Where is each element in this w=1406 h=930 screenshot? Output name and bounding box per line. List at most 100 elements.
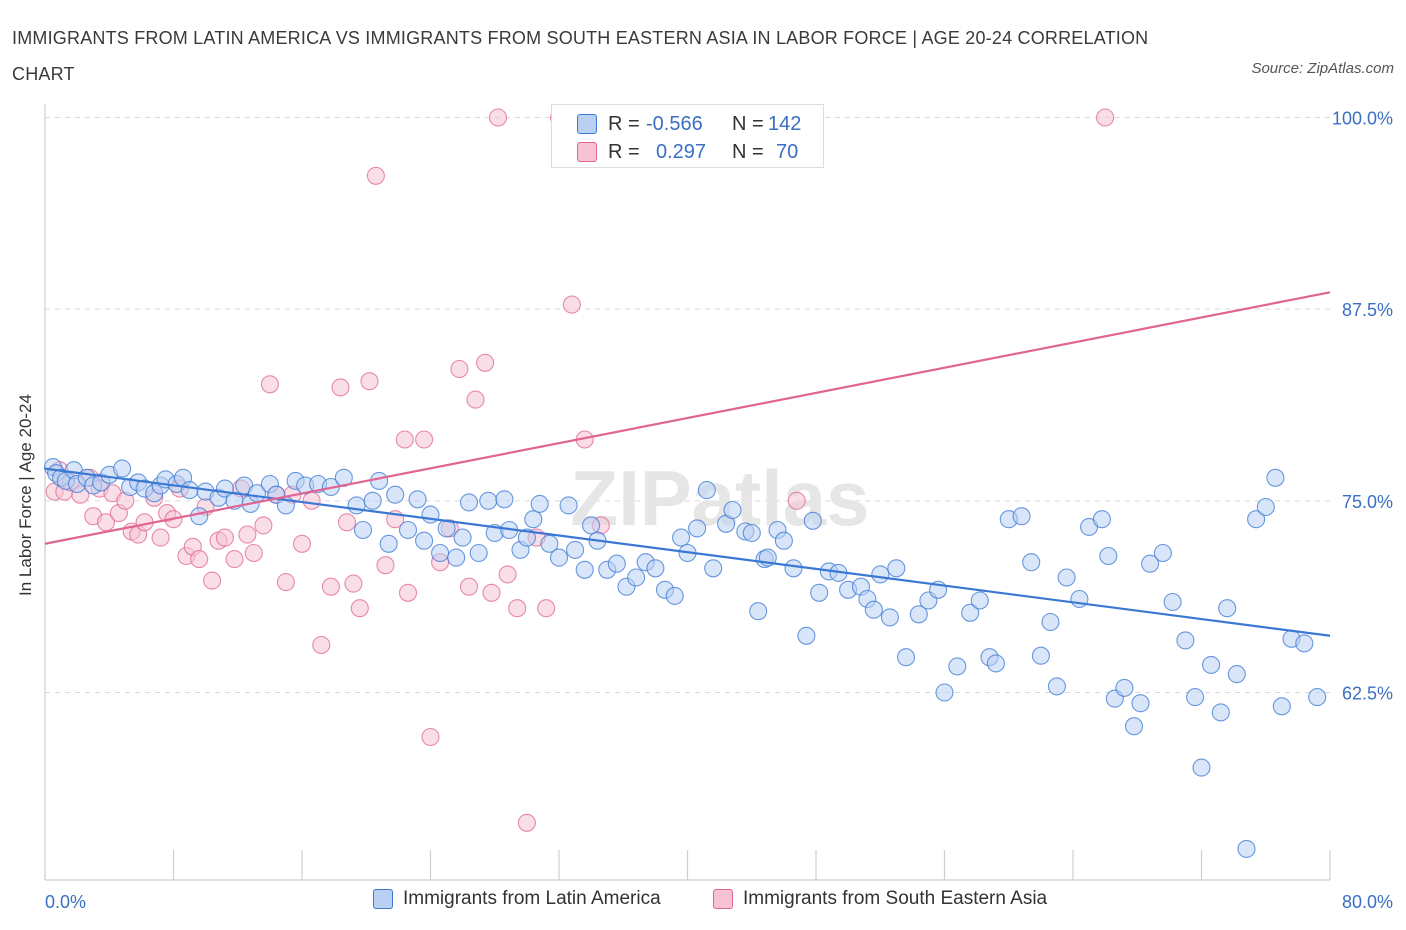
- point-south-eastern-asia[interactable]: [787, 491, 806, 510]
- point-south-eastern-asia[interactable]: [203, 571, 222, 590]
- point-latin-america[interactable]: [1256, 497, 1275, 517]
- point-latin-america[interactable]: [986, 654, 1005, 673]
- point-latin-america[interactable]: [453, 528, 472, 547]
- point-latin-america[interactable]: [627, 568, 646, 587]
- point-latin-america[interactable]: [1186, 688, 1205, 707]
- point-latin-america[interactable]: [1041, 612, 1060, 632]
- point-south-eastern-asia[interactable]: [366, 166, 385, 185]
- point-latin-america[interactable]: [1218, 599, 1237, 618]
- point-latin-america[interactable]: [495, 490, 514, 509]
- point-south-eastern-asia[interactable]: [225, 550, 244, 569]
- point-latin-america[interactable]: [688, 519, 707, 538]
- point-latin-america[interactable]: [1247, 510, 1266, 529]
- point-south-eastern-asia[interactable]: [321, 577, 340, 596]
- point-latin-america[interactable]: [697, 481, 716, 500]
- point-latin-america[interactable]: [1227, 665, 1246, 684]
- point-latin-america[interactable]: [749, 602, 768, 621]
- point-latin-america[interactable]: [864, 600, 883, 619]
- point-latin-america[interactable]: [1099, 546, 1118, 566]
- point-south-eastern-asia[interactable]: [276, 573, 295, 592]
- point-latin-america[interactable]: [1211, 703, 1230, 722]
- point-latin-america[interactable]: [1115, 678, 1134, 697]
- point-latin-america[interactable]: [1012, 507, 1031, 526]
- point-south-eastern-asia[interactable]: [238, 525, 257, 544]
- point-south-eastern-asia[interactable]: [398, 583, 418, 602]
- point-latin-america[interactable]: [469, 543, 488, 563]
- point-latin-america[interactable]: [1092, 510, 1111, 529]
- point-latin-america[interactable]: [784, 559, 803, 578]
- point-latin-america[interactable]: [190, 507, 209, 526]
- point-south-eastern-asia[interactable]: [302, 491, 321, 510]
- point-south-eastern-asia[interactable]: [337, 513, 357, 532]
- point-south-eastern-asia[interactable]: [254, 516, 273, 535]
- point-latin-america[interactable]: [1047, 677, 1066, 696]
- point-south-eastern-asia[interactable]: [151, 528, 170, 547]
- point-latin-america[interactable]: [909, 605, 928, 624]
- point-south-eastern-asia[interactable]: [517, 813, 536, 832]
- point-south-eastern-asia[interactable]: [482, 583, 501, 602]
- point-latin-america[interactable]: [353, 520, 373, 540]
- point-latin-america[interactable]: [582, 516, 601, 535]
- point-latin-america[interactable]: [704, 559, 723, 578]
- point-latin-america[interactable]: [113, 459, 132, 478]
- point-latin-america[interactable]: [524, 510, 543, 529]
- point-latin-america[interactable]: [459, 493, 479, 512]
- point-latin-america[interactable]: [559, 496, 578, 515]
- point-south-eastern-asia[interactable]: [312, 635, 331, 655]
- point-latin-america[interactable]: [1124, 717, 1144, 736]
- point-south-eastern-asia[interactable]: [459, 577, 479, 596]
- point-latin-america[interactable]: [549, 548, 569, 567]
- point-latin-america[interactable]: [1141, 554, 1160, 573]
- point-latin-america[interactable]: [398, 520, 418, 540]
- point-latin-america[interactable]: [530, 494, 549, 513]
- point-latin-america[interactable]: [803, 511, 822, 530]
- point-latin-america[interactable]: [646, 559, 665, 578]
- point-latin-america[interactable]: [774, 531, 793, 550]
- point-south-eastern-asia[interactable]: [488, 108, 508, 127]
- point-latin-america[interactable]: [386, 485, 405, 504]
- point-south-eastern-asia[interactable]: [450, 359, 469, 379]
- point-south-eastern-asia[interactable]: [292, 534, 312, 553]
- point-latin-america[interactable]: [363, 491, 382, 510]
- point-south-eastern-asia[interactable]: [508, 599, 527, 618]
- legend-item-latin-america[interactable]: Immigrants from Latin America: [373, 888, 661, 910]
- point-latin-america[interactable]: [1163, 592, 1182, 612]
- point-south-eastern-asia[interactable]: [244, 543, 263, 563]
- point-south-eastern-asia[interactable]: [421, 727, 440, 747]
- point-latin-america[interactable]: [408, 490, 427, 509]
- legend-item-south-eastern-asia[interactable]: Immigrants from South Eastern Asia: [713, 888, 1047, 910]
- point-south-eastern-asia[interactable]: [466, 390, 485, 409]
- point-latin-america[interactable]: [415, 531, 434, 550]
- point-latin-america[interactable]: [447, 548, 466, 567]
- point-latin-america[interactable]: [1308, 688, 1327, 707]
- point-south-eastern-asia[interactable]: [190, 550, 209, 569]
- point-south-eastern-asia[interactable]: [260, 375, 279, 394]
- point-latin-america[interactable]: [370, 471, 389, 490]
- point-south-eastern-asia[interactable]: [476, 353, 495, 372]
- point-latin-america[interactable]: [1131, 694, 1150, 713]
- point-latin-america[interactable]: [1057, 568, 1076, 587]
- point-latin-america[interactable]: [1202, 655, 1221, 674]
- point-latin-america[interactable]: [180, 481, 199, 500]
- point-latin-america[interactable]: [797, 626, 816, 645]
- point-latin-america[interactable]: [935, 683, 954, 702]
- point-latin-america[interactable]: [723, 500, 742, 520]
- point-latin-america[interactable]: [347, 496, 366, 515]
- point-south-eastern-asia[interactable]: [498, 565, 517, 584]
- point-south-eastern-asia[interactable]: [215, 528, 234, 547]
- point-latin-america[interactable]: [887, 559, 906, 578]
- point-latin-america[interactable]: [672, 528, 691, 547]
- point-latin-america[interactable]: [1192, 758, 1211, 777]
- point-latin-america[interactable]: [1176, 631, 1195, 650]
- point-south-eastern-asia[interactable]: [415, 430, 434, 449]
- point-latin-america[interactable]: [961, 603, 980, 622]
- point-south-eastern-asia[interactable]: [537, 599, 556, 618]
- point-latin-america[interactable]: [379, 534, 398, 553]
- point-latin-america[interactable]: [431, 543, 450, 563]
- point-latin-america[interactable]: [1295, 634, 1314, 653]
- point-latin-america[interactable]: [970, 591, 989, 610]
- point-latin-america[interactable]: [1031, 646, 1050, 665]
- point-latin-america[interactable]: [575, 560, 594, 579]
- point-latin-america[interactable]: [1266, 468, 1285, 487]
- point-latin-america[interactable]: [880, 608, 899, 627]
